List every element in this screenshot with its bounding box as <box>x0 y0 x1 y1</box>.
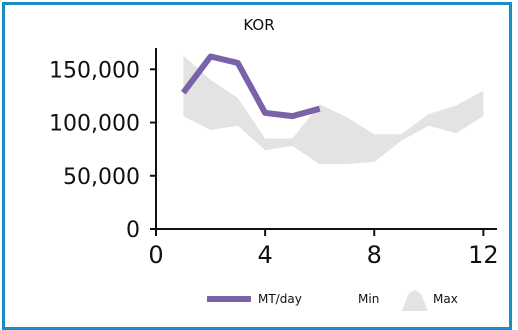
y-tick-label: 0 <box>126 218 140 243</box>
chart-frame <box>2 2 512 330</box>
x-tick-label: 8 <box>367 241 382 269</box>
x-tick-label: 12 <box>468 241 499 269</box>
legend-label-min: Min <box>358 292 379 306</box>
y-tick-label: 150,000 <box>49 58 140 83</box>
series-line-mt-day <box>180 53 321 120</box>
y-tick-label: 100,000 <box>49 112 140 137</box>
min-max-band <box>183 55 484 165</box>
legend-swatch-max <box>402 290 428 311</box>
x-tick-label: 0 <box>148 241 163 269</box>
x-tick-label: 4 <box>257 241 272 269</box>
chart-title: KOR <box>243 16 275 34</box>
legend-label-mt-day: MT/day <box>258 292 302 306</box>
y-tick-label: 50,000 <box>63 165 140 190</box>
legend-label-max: Max <box>433 292 458 306</box>
line-chart: 0 4 8 12 0 50,000 100,000 150,000 MT/day Min Max <box>49 48 499 311</box>
